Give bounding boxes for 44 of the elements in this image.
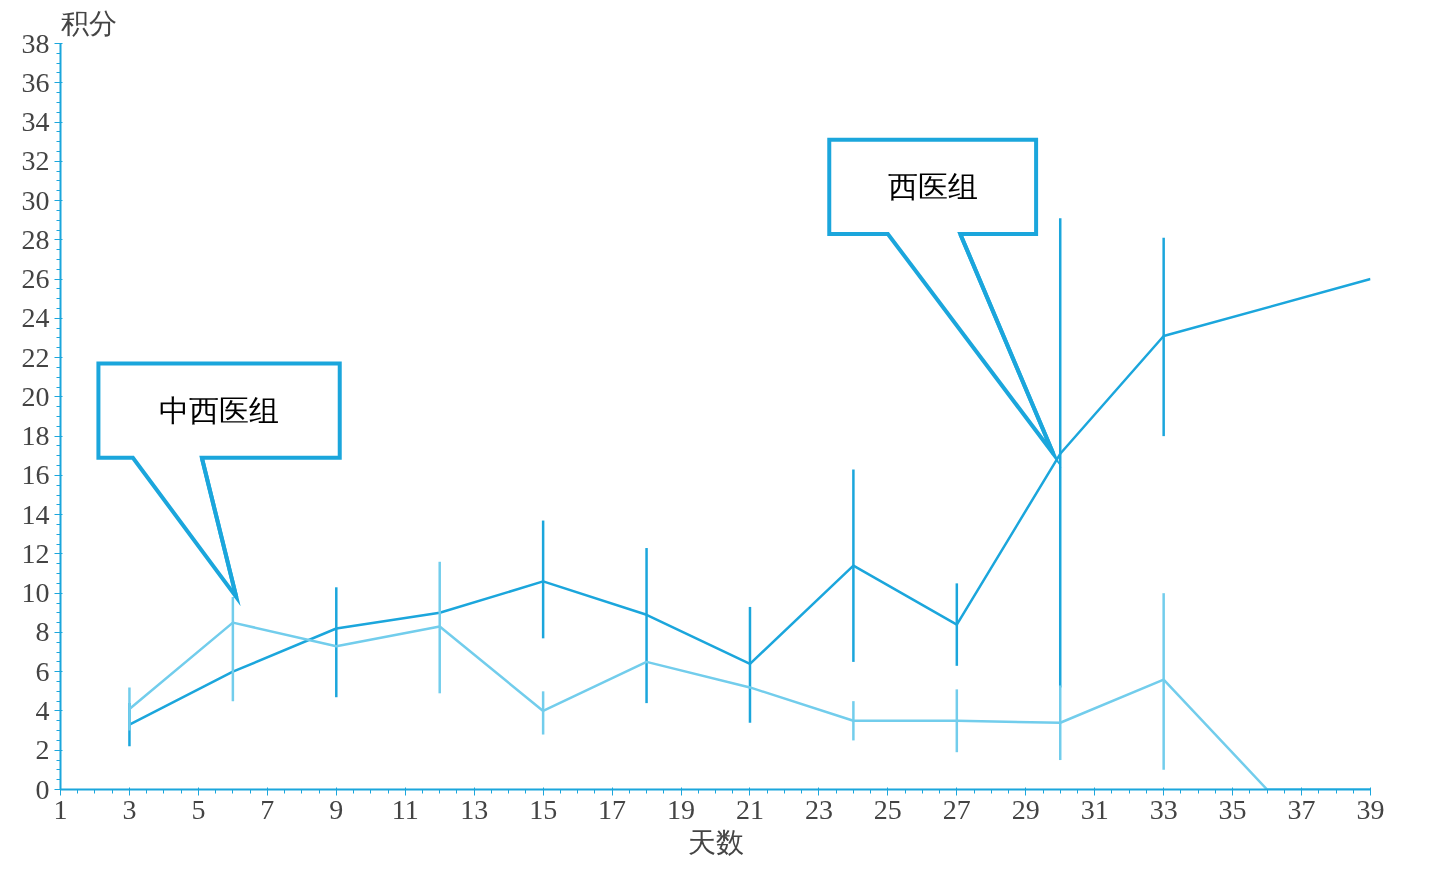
y-tick-label: 0 bbox=[35, 773, 50, 805]
x-tick-label: 19 bbox=[667, 793, 696, 825]
x-tick-label: 31 bbox=[1080, 793, 1109, 825]
y-tick-label: 28 bbox=[21, 223, 50, 255]
x-axis-title: 天数 bbox=[687, 826, 744, 858]
y-axis-title: 积分 bbox=[60, 7, 117, 39]
y-tick-label: 26 bbox=[21, 263, 50, 295]
x-tick-label: 23 bbox=[804, 793, 833, 825]
y-tick-label: 36 bbox=[21, 66, 50, 98]
x-tick-label: 1 bbox=[53, 793, 68, 825]
x-tick-label: 39 bbox=[1356, 793, 1385, 825]
y-tick-label: 6 bbox=[35, 655, 50, 687]
annotation: 中西医组 bbox=[159, 394, 280, 428]
annotation: 西医组 bbox=[887, 170, 978, 204]
x-tick-label: 3 bbox=[122, 793, 137, 825]
y-tick-label: 2 bbox=[35, 734, 50, 766]
y-tick-label: 34 bbox=[21, 106, 50, 138]
y-tick-label: 24 bbox=[21, 302, 50, 334]
y-tick-label: 8 bbox=[35, 616, 50, 648]
x-tick-label: 7 bbox=[260, 793, 275, 825]
y-tick-label: 20 bbox=[21, 380, 50, 412]
x-tick-label: 15 bbox=[529, 793, 558, 825]
y-tick-label: 18 bbox=[21, 420, 50, 452]
y-tick-label: 12 bbox=[21, 537, 50, 569]
x-tick-label: 21 bbox=[735, 793, 764, 825]
y-tick-label: 22 bbox=[21, 341, 50, 373]
x-tick-label: 27 bbox=[942, 793, 971, 825]
x-tick-label: 33 bbox=[1149, 793, 1178, 825]
x-tick-label: 11 bbox=[391, 793, 419, 825]
y-tick-label: 10 bbox=[21, 577, 50, 609]
x-tick-label: 5 bbox=[191, 793, 206, 825]
x-tick-label: 13 bbox=[460, 793, 489, 825]
x-tick-label: 17 bbox=[598, 793, 627, 825]
y-tick-label: 38 bbox=[21, 27, 50, 59]
x-tick-label: 29 bbox=[1011, 793, 1040, 825]
y-tick-label: 4 bbox=[35, 694, 50, 726]
y-tick-label: 30 bbox=[21, 184, 50, 216]
y-tick-label: 32 bbox=[21, 145, 50, 177]
x-tick-label: 9 bbox=[329, 793, 344, 825]
x-tick-label: 35 bbox=[1218, 793, 1247, 825]
x-tick-label: 25 bbox=[873, 793, 902, 825]
x-tick-label: 37 bbox=[1287, 793, 1316, 825]
y-tick-label: 16 bbox=[21, 459, 50, 491]
y-tick-label: 14 bbox=[21, 498, 50, 530]
